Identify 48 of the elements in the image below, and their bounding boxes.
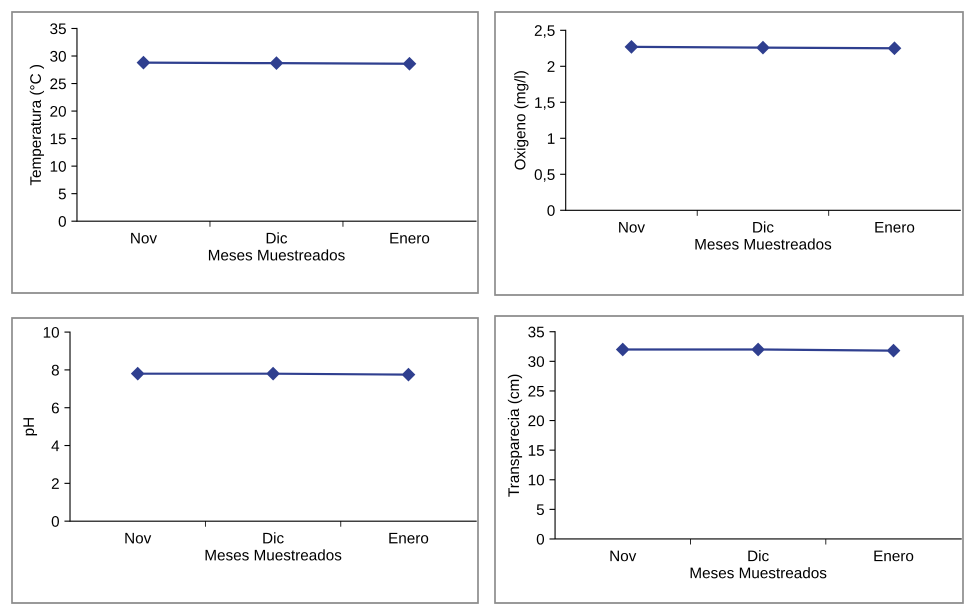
y-tick-label: 0 [58,216,66,227]
y-tick-label: 4 [51,440,60,452]
x-tick-label: Enero [390,232,430,244]
y-tick-label: 25 [50,78,66,90]
x-tick-label: Nov [125,532,152,544]
y-tick-label: 20 [50,106,66,117]
y-tick-label: 6 [52,402,59,414]
x-axis-title: Meses Muestreados [208,249,345,261]
x-tick-label: Enero [389,532,428,544]
y-tick-label: 0 [536,534,544,545]
y-tick-label: 20 [528,415,544,426]
x-tick-label: Dic [753,221,774,233]
y-tick-label: 2 [548,61,555,72]
y-axis-title: Transparecia (cm) [508,374,522,497]
y-tick-label: 8 [52,364,59,376]
y-tick-label: 30 [528,356,544,368]
x-tick-label: Enero [874,550,914,562]
y-tick-label: 5 [58,188,66,200]
y-tick-label: 35 [528,326,544,338]
y-axis-title: Oxigeno (mg/l) [514,71,528,170]
x-axis-title: Meses Muestreados [206,549,342,561]
y-tick-label: 2 [52,478,59,489]
y-tick-label: 5 [536,504,544,516]
y-tick-label: 15 [50,134,66,144]
y-tick-label: 30 [50,50,66,62]
y-tick-label: 0 [52,516,59,527]
y-tick-label: 10 [528,474,544,486]
y-tick-label: 25 [528,386,544,397]
y-tick-label: 2,5 [534,25,555,38]
x-axis-title: Meses Muestreados [690,567,826,578]
y-tick-label: 10 [50,161,66,172]
x-tick-label: Enero [875,222,914,233]
x-tick-label: Nov [619,222,645,233]
x-tick-label: Nov [131,232,158,244]
x-tick-label: Dic [266,232,288,244]
y-tick-label: 0 [547,205,555,216]
y-tick-label: 0,5 [534,169,555,182]
y-tick-label: 1 [548,133,555,144]
y-tick-label: 10 [44,326,59,338]
y-axis-title: pH [23,418,38,436]
y-tick-label: 15 [528,445,544,456]
x-tick-label: Dic [748,550,769,562]
y-tick-label: 1,5 [535,97,555,110]
y-tick-label: 35 [50,23,66,34]
x-tick-label: Nov [610,550,636,562]
x-axis-title: Meses Muestreados [695,238,832,250]
y-axis-title: Temperatura (°C ) [30,64,44,186]
x-tick-label: Dic [263,532,284,544]
